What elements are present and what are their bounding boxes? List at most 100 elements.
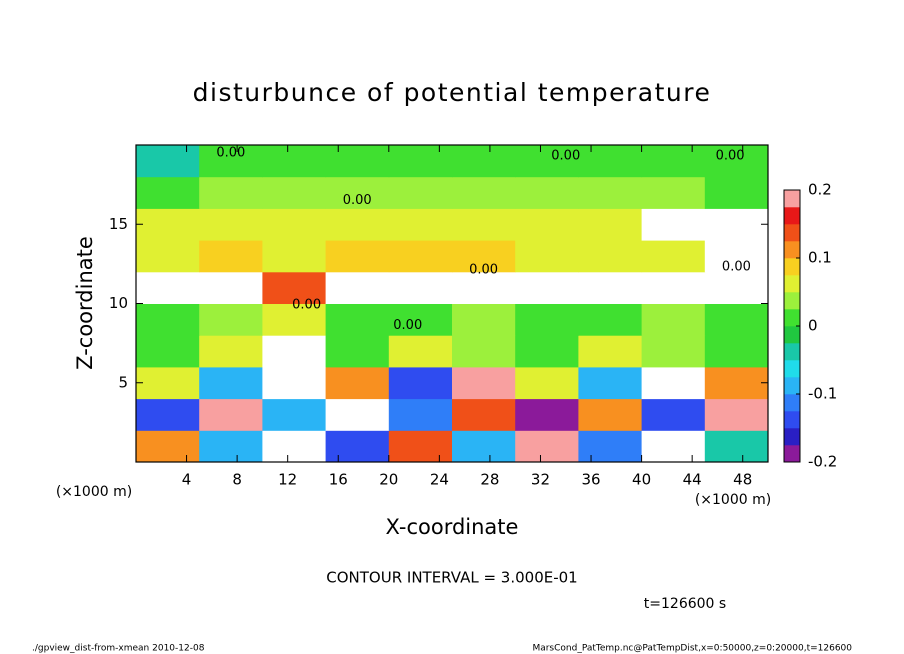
heatmap-cell — [515, 398, 579, 431]
contour-label: 0.00 — [722, 260, 751, 275]
colorbar-swatch — [784, 394, 800, 412]
time-label: t=126600 s — [644, 596, 726, 612]
heatmap-cell — [452, 335, 516, 368]
heatmap-cell — [388, 335, 453, 368]
heatmap-cell — [452, 240, 516, 273]
heatmap-cell — [199, 271, 263, 304]
heatmap-cell — [262, 145, 327, 178]
x-axis-title: X-coordinate — [386, 515, 519, 539]
heatmap-cell — [641, 335, 706, 368]
heatmap-cell — [515, 335, 579, 368]
heatmap-cell — [641, 208, 706, 241]
heatmap-cell — [325, 176, 390, 209]
heatmap-cell — [704, 271, 769, 304]
heatmap-cell — [641, 145, 706, 178]
heatmap-cell — [262, 176, 327, 209]
heatmap-cell — [578, 145, 643, 178]
heatmap-cell — [388, 303, 453, 336]
heatmap-cell — [578, 208, 643, 241]
colorbar-tick-label: 0.2 — [808, 181, 832, 199]
colorbar-swatch — [784, 343, 800, 361]
heatmap-cell — [388, 176, 453, 209]
contour-label: 0.00 — [469, 263, 498, 278]
heatmap-cell — [578, 366, 643, 400]
heatmap-cell — [704, 335, 769, 368]
heatmap-cell — [388, 208, 453, 241]
heatmap-cell — [704, 145, 769, 178]
heatmap-cell — [136, 208, 200, 241]
colorbar-tick-label: 0.1 — [808, 249, 832, 267]
heatmap-cell — [388, 430, 453, 463]
colorbar-swatch — [784, 326, 800, 344]
colorbar-swatch — [784, 224, 800, 242]
heatmap-cell — [325, 430, 390, 463]
heatmap-cell — [578, 176, 643, 209]
colorbar-swatch — [784, 428, 800, 446]
heatmap-cell — [199, 430, 263, 463]
x-tick-label: 20 — [379, 471, 398, 489]
heatmap-cell — [452, 430, 516, 463]
heatmap-cell — [452, 271, 516, 304]
colorbar-tick-label: 0 — [808, 317, 818, 335]
heatmap-cell — [325, 271, 390, 304]
heatmap-cell — [388, 240, 453, 273]
heatmap-cell — [262, 335, 327, 368]
heatmap-cell — [578, 430, 643, 463]
heatmap-cell — [641, 303, 706, 336]
heatmap-cell — [325, 303, 390, 336]
heatmap-cell — [641, 430, 706, 463]
heatmap-cell — [578, 303, 643, 336]
colorbar-swatch — [784, 309, 800, 327]
heatmap-cell — [199, 398, 263, 431]
heatmap-cell — [199, 303, 263, 336]
y-tick-label: 15 — [109, 215, 128, 233]
x-tick-label: 16 — [329, 471, 348, 489]
heatmap-cell — [452, 176, 516, 209]
contour-label: 0.00 — [716, 149, 745, 164]
heatmap-cell — [325, 208, 390, 241]
heatmap-cell — [452, 208, 516, 241]
heatmap-cell — [515, 430, 579, 463]
colorbar-swatch — [784, 292, 800, 310]
heatmap-cell — [199, 366, 263, 400]
y-unit: (×1000 m) — [56, 484, 132, 500]
contour-interval: CONTOUR INTERVAL = 3.000E-01 — [326, 569, 577, 587]
contour-label: 0.00 — [393, 318, 422, 333]
y-tick-label: 10 — [109, 294, 128, 312]
heatmap-cell — [136, 430, 200, 463]
x-unit: (×1000 m) — [695, 492, 771, 508]
colorbar-swatch — [784, 360, 800, 378]
heatmap-cell — [136, 176, 200, 209]
x-tick-label: 44 — [683, 471, 702, 489]
colorbar-swatch — [784, 377, 800, 395]
heatmap-cell — [578, 240, 643, 273]
colorbar-swatch — [784, 411, 800, 429]
heatmap-cell — [262, 240, 327, 273]
heatmap-cell — [325, 145, 390, 178]
heatmap-cell — [262, 208, 327, 241]
heatmap-cell — [262, 303, 327, 336]
heatmap-cell — [515, 145, 579, 178]
heatmap-cell — [452, 398, 516, 431]
heatmap-cell — [704, 303, 769, 336]
colorbar-swatch — [784, 207, 800, 225]
heatmap-cell — [515, 366, 579, 400]
colorbar-tick-label: -0.2 — [808, 453, 837, 471]
heatmap-cell — [704, 240, 769, 273]
colorbar-swatch — [784, 241, 800, 259]
x-tick-label: 28 — [480, 471, 499, 489]
heatmap-cell — [704, 398, 769, 431]
heatmap-cell — [515, 303, 579, 336]
colorbar-swatch — [784, 275, 800, 293]
x-tick-label: 40 — [632, 471, 651, 489]
heatmap-cell — [136, 366, 200, 400]
footer-right: MarsCond_PatTemp.nc@PatTempDist,x=0:5000… — [532, 644, 852, 654]
contour-label: 0.00 — [216, 145, 245, 160]
heatmap-cell — [578, 335, 643, 368]
heatmap-cell — [515, 240, 579, 273]
heatmap-cell — [136, 303, 200, 336]
heatmap-cell — [704, 176, 769, 209]
contour-label: 0.00 — [292, 298, 321, 313]
heatmap-cell — [262, 366, 327, 400]
